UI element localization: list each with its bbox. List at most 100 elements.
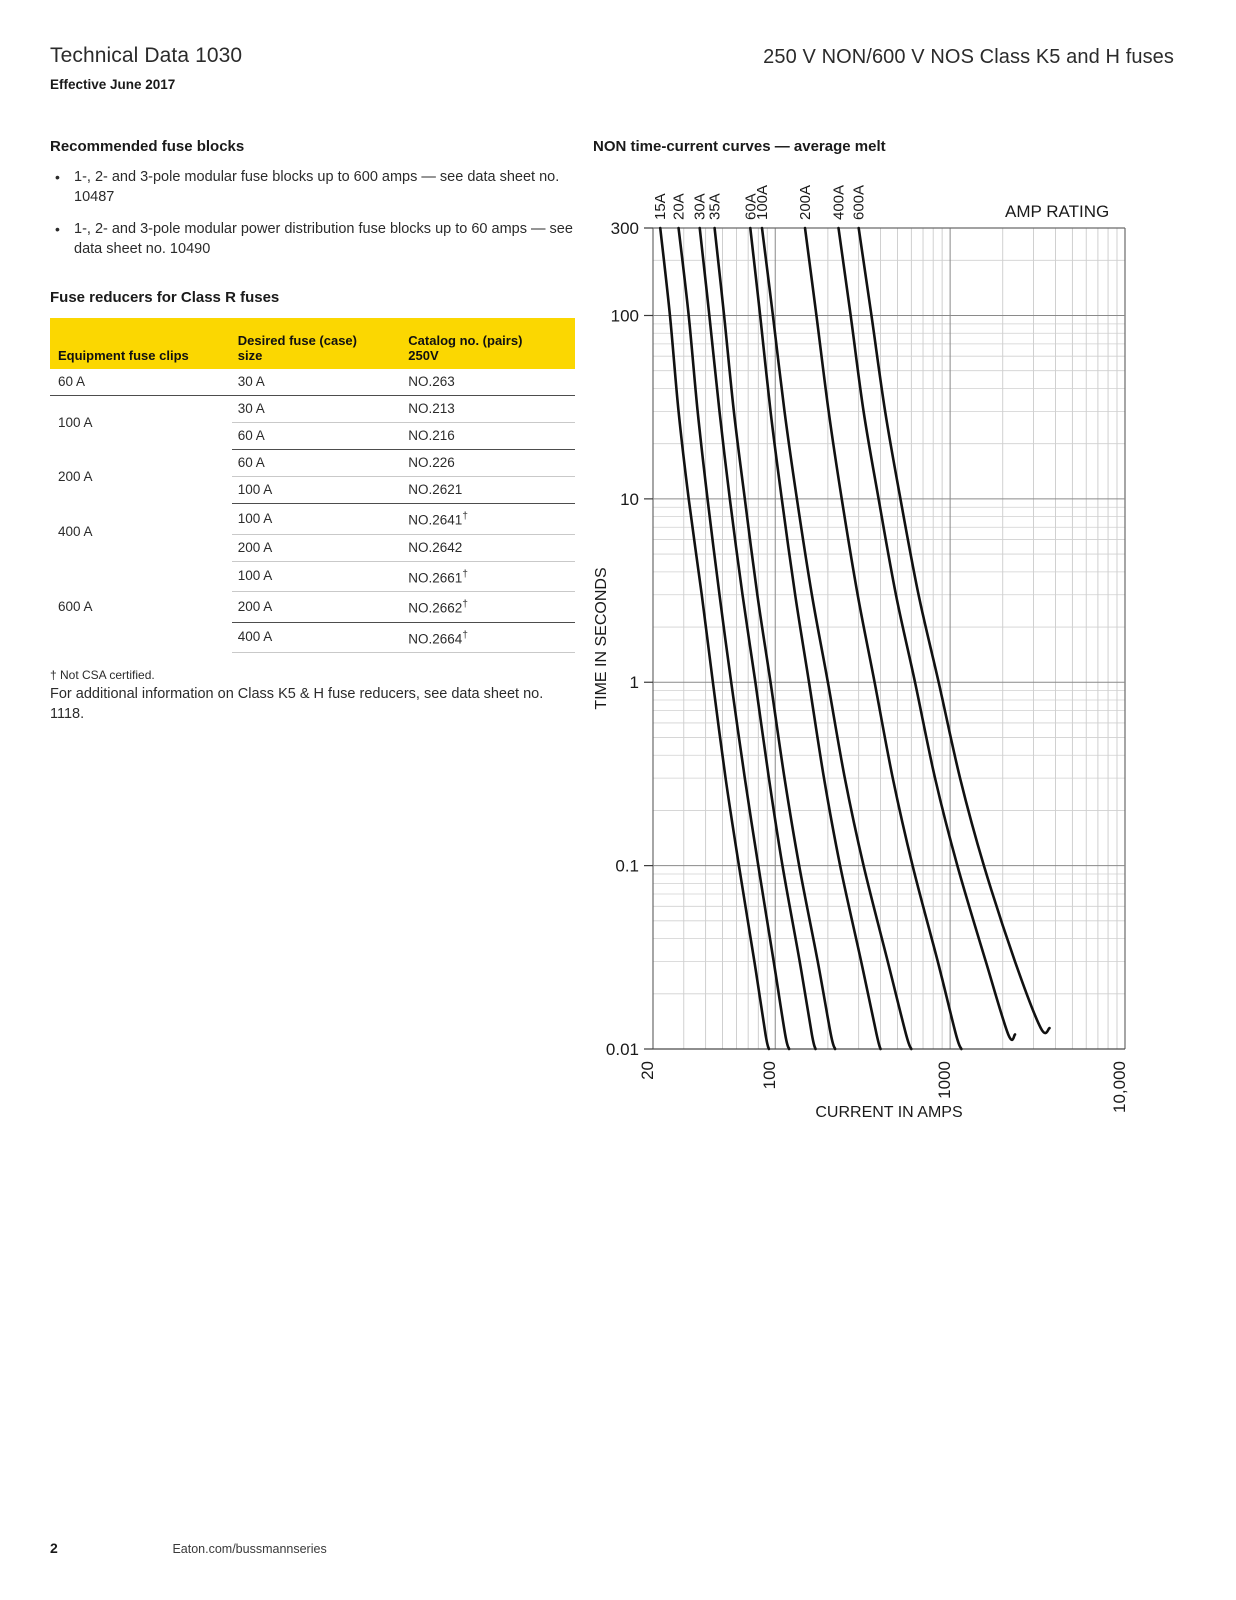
- dagger-marker: †: [462, 568, 468, 580]
- curve-label-60A: 60A: [742, 193, 759, 220]
- column-header-line2: 250V: [408, 348, 439, 363]
- curve-label-15A: 15A: [652, 193, 669, 220]
- x-axis-title: CURRENT IN AMPS: [815, 1104, 962, 1121]
- table-row: 60 A NO.216: [50, 422, 575, 450]
- cell-catalog: NO.213: [402, 395, 575, 423]
- column-header-catalog-no: Catalog no. (pairs) 250V: [402, 318, 575, 369]
- table-row: 200 A NO.2662†: [50, 591, 575, 623]
- curve-label-200A: 200A: [797, 185, 814, 220]
- section-heading-fuse-reducers: Fuse reducers for Class R fuses: [50, 289, 280, 306]
- section-heading-recommended-fuse-blocks: Recommended fuse blocks: [50, 138, 245, 155]
- table-row: 600 A 100 A NO.2661†: [50, 561, 575, 614]
- curve-label-600A: 600A: [851, 185, 868, 220]
- chart-column: NON time-current curves — average melt: [593, 138, 1153, 155]
- cell-fuse-size: 200 A: [231, 591, 403, 623]
- y-tick-label-10: 10: [620, 490, 639, 509]
- table-header-row: Equipment fuse clips Desired fuse (case)…: [50, 318, 575, 369]
- cell-fuse-size: 60 A: [231, 449, 403, 477]
- y-tick-label-100: 100: [611, 306, 639, 325]
- cell-fuse-size: 400 A: [231, 622, 403, 653]
- footnote-additional-info: For additional information on Class K5 &…: [50, 686, 544, 722]
- table-row: 200 A NO.2642: [50, 534, 575, 562]
- cell-catalog: NO.2621: [402, 476, 575, 504]
- page-number: 2: [50, 1540, 58, 1556]
- cell-catalog: NO.2641†: [402, 503, 575, 535]
- cell-catalog: NO.2661†: [402, 561, 575, 592]
- table-row: 400 A NO.2664†: [50, 622, 575, 653]
- cell-fuse-size: 30 A: [231, 395, 403, 423]
- cell-catalog: NO.216: [402, 422, 575, 450]
- table-row: 100 A 30 A NO.213: [50, 395, 575, 430]
- curve-20A: [677, 226, 791, 1051]
- table-body: 60 A 30 A NO.263 100 A 30 A NO.213 60 A …: [50, 369, 575, 653]
- y-axis-title: TIME IN SECONDS: [593, 567, 610, 709]
- x-tick-label-20: 20: [638, 1061, 657, 1080]
- table-row: 200 A 60 A NO.226: [50, 449, 575, 484]
- cell-fuse-size: 100 A: [231, 476, 403, 504]
- curve-label-20A: 20A: [671, 193, 688, 220]
- curve-15A: [658, 226, 771, 1051]
- curve-600A: [857, 226, 1051, 1035]
- curve-100A: [760, 226, 913, 1051]
- x-tick-label-1000: 1000: [935, 1061, 954, 1099]
- column-header-line1: Catalog no. (pairs): [408, 333, 523, 348]
- cell-fuse-size: 100 A: [231, 503, 403, 535]
- list-item-text: 1-, 2- and 3-pole modular power distribu…: [74, 221, 573, 257]
- curve-200A: [803, 226, 963, 1051]
- dagger-marker: †: [462, 629, 468, 641]
- curve-60A: [748, 226, 882, 1051]
- cell-fuse-size: 100 A: [231, 561, 403, 592]
- cell-catalog: NO.263: [402, 369, 575, 396]
- list-item-text: 1-, 2- and 3-pole modular fuse blocks up…: [74, 169, 560, 205]
- curve-30A: [698, 226, 817, 1051]
- cell-catalog: NO.2662†: [402, 591, 575, 623]
- column-header-line1: Desired fuse (case): [237, 333, 357, 348]
- curve-label-30A: 30A: [692, 193, 709, 220]
- x-tick-label-10,000: 10,000: [1110, 1061, 1129, 1113]
- y-tick-label-0.01: 0.01: [606, 1040, 639, 1059]
- document-effective-date: Effective June 2017: [50, 77, 176, 92]
- x-tick-label-100: 100: [760, 1061, 779, 1089]
- column-header-desired-fuse-size: Desired fuse (case) size: [231, 318, 403, 369]
- y-tick-label-300: 300: [611, 219, 639, 238]
- cell-clips: 100 A: [58, 414, 93, 430]
- column-header-equipment-fuse-clips: Equipment fuse clips: [50, 318, 232, 369]
- fuse-reducers-table: Equipment fuse clips Desired fuse (case)…: [50, 318, 575, 653]
- curve-label-35A: 35A: [707, 193, 724, 220]
- table-row: 60 A 30 A NO.263: [50, 369, 575, 396]
- cell-catalog: NO.2642: [402, 534, 575, 562]
- bullet-icon: •: [55, 169, 60, 185]
- curve-400A: [837, 226, 1017, 1042]
- y-tick-label-0.1: 0.1: [615, 857, 639, 876]
- list-item: • 1-, 2- and 3-pole modular power distri…: [50, 219, 575, 259]
- cell-fuse-size: 200 A: [231, 534, 403, 562]
- left-column: Recommended fuse blocks • 1-, 2- and 3-p…: [50, 138, 575, 724]
- cell-clips: 400 A: [58, 524, 93, 540]
- column-header-line2: size: [237, 348, 263, 363]
- table-row: 400 A 100 A NO.2641†: [50, 503, 575, 539]
- y-tick-label-1: 1: [630, 673, 639, 692]
- footer-url[interactable]: Eaton.com/bussmannseries: [172, 1542, 327, 1556]
- legend-title: AMP RATING: [1005, 202, 1109, 221]
- document-title: Technical Data 1030: [50, 44, 243, 67]
- column-header-line2: Equipment fuse clips: [58, 348, 189, 363]
- curve-35A: [713, 226, 837, 1051]
- table-head: Equipment fuse clips Desired fuse (case)…: [50, 318, 575, 369]
- chart-title: NON time-current curves — average melt: [593, 138, 886, 155]
- cell-catalog: NO.226: [402, 449, 575, 477]
- header-right-title: 250 V NON/600 V NOS Class K5 and H fuses: [763, 46, 1174, 68]
- cell-clips: 600 A: [58, 598, 93, 614]
- recommended-fuse-blocks-list: • 1-, 2- and 3-pole modular fuse blocks …: [50, 167, 575, 259]
- page-footer: 2 Eaton.com/bussmannseries: [50, 1540, 1190, 1558]
- dagger-marker: †: [462, 511, 468, 522]
- list-item: • 1-, 2- and 3-pole modular fuse blocks …: [50, 167, 575, 207]
- cell-fuse-size: 60 A: [231, 422, 403, 450]
- header-left: Technical Data 1030 Effective June 2017: [50, 44, 242, 92]
- cell-fuse-size: 30 A: [231, 369, 403, 396]
- table-row: 100 A NO.2621: [50, 476, 575, 504]
- cell-catalog: NO.2664†: [402, 622, 575, 653]
- cell-clips: 60 A: [50, 369, 232, 396]
- curve-label-400A: 400A: [830, 185, 847, 220]
- footnote-dagger: † Not CSA certified.: [50, 668, 155, 682]
